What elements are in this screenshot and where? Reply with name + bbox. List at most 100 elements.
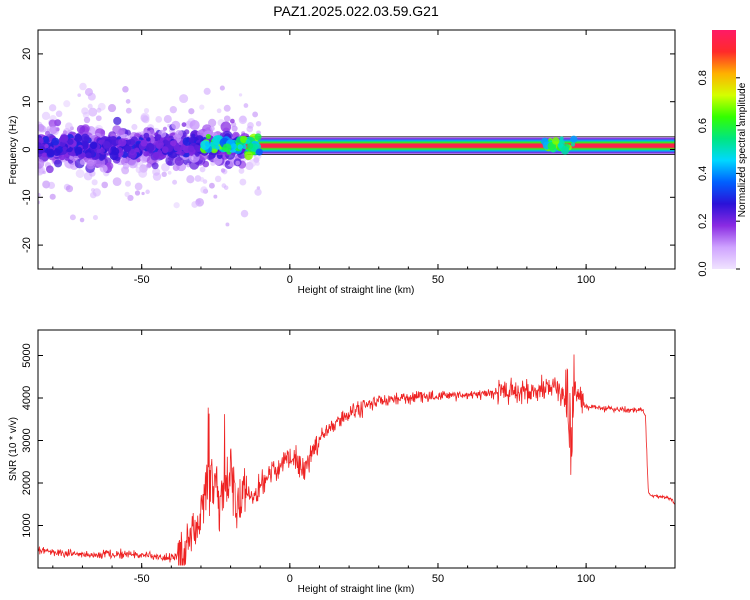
snr-plot-area	[38, 354, 675, 566]
spectral-blob	[65, 122, 73, 131]
spectral-blob	[124, 145, 132, 152]
spectral-blob	[125, 107, 132, 114]
spectral-blob	[551, 137, 560, 145]
spectral-blob	[171, 120, 181, 130]
spectral-blob	[134, 190, 141, 196]
x-tick-label: -50	[134, 573, 150, 585]
spectral-blob	[240, 135, 248, 144]
spectral-blob	[38, 158, 45, 169]
spectral-blob	[238, 168, 245, 174]
spectral-blob	[200, 140, 211, 150]
spectral-blob	[125, 98, 131, 104]
spectral-blob	[235, 160, 241, 166]
x-tick-label: 100	[577, 573, 595, 585]
spectrogram-x-axis-label: Height of straight line (km)	[298, 285, 415, 296]
spectral-blob	[55, 110, 63, 118]
colorbar-ticks: 0.0 0.2 0.4 0.6 0.8	[697, 70, 740, 277]
spectrogram-panel: -50 0 50 100 -20 -10 0 10 20 Height of straight…	[8, 29, 676, 296]
spectral-blob	[174, 156, 184, 166]
spectral-blob	[41, 152, 47, 158]
spectral-blob	[238, 115, 247, 125]
spectral-blob	[189, 159, 200, 170]
spectral-blob	[100, 129, 105, 135]
x-tick-label: 50	[432, 573, 444, 585]
spectral-blob	[38, 124, 45, 132]
spectral-blob	[189, 120, 200, 131]
spectral-blob	[557, 142, 564, 148]
spectral-blob	[102, 141, 111, 149]
x-tick-label: 100	[577, 274, 595, 286]
spectral-blob	[143, 108, 150, 114]
spectral-blob	[152, 172, 162, 181]
spectral-blob	[69, 155, 74, 160]
spectral-blob	[161, 171, 167, 178]
spectral-blob	[49, 125, 58, 135]
snr-panel: -50 0 50 100 1000 2000 3000 4000 5000 Height of…	[8, 329, 676, 595]
spectral-blob	[42, 136, 50, 144]
spectral-blob	[237, 144, 244, 150]
spectral-blob	[127, 194, 134, 202]
spectral-blob	[191, 201, 199, 208]
spectral-blob	[92, 215, 98, 221]
spectral-blob	[230, 118, 235, 124]
spectral-blob	[172, 164, 180, 172]
y-tick-label: 20	[21, 48, 33, 60]
spectral-blob	[223, 104, 231, 112]
spectral-blob	[155, 140, 164, 150]
spectral-blob	[90, 191, 97, 199]
spectral-blob	[163, 115, 172, 124]
spectral-blob	[122, 163, 130, 170]
spectral-blob	[79, 159, 86, 166]
y-tick-label: 0	[21, 146, 33, 152]
spectral-blob	[51, 137, 60, 146]
spectral-blob	[202, 160, 210, 168]
spectrogram-y-axis-label: Frequency (Hz)	[8, 116, 19, 185]
spectral-blob	[47, 181, 56, 190]
spectral-blob	[96, 107, 102, 113]
spectral-blob	[77, 93, 82, 97]
y-tick-label: 10	[21, 96, 33, 108]
spectral-blob	[167, 170, 172, 175]
colorbar-tick-label: 0.8	[697, 70, 709, 85]
spectral-blob	[180, 144, 186, 151]
spectral-blob	[124, 191, 130, 197]
spectral-blob	[161, 146, 169, 154]
colorbar-tick-label: 0.4	[697, 166, 709, 181]
spectral-blob	[69, 214, 76, 221]
y-tick-label: 3000	[21, 428, 33, 452]
spectral-blob	[221, 183, 227, 188]
spectral-blob	[62, 146, 68, 151]
spectral-blob	[173, 202, 180, 209]
spectral-blob	[125, 139, 132, 145]
spectral-blob	[49, 193, 56, 200]
y-tick-label: 1000	[21, 513, 33, 537]
spectral-blob	[215, 145, 220, 150]
y-tick-label: 4000	[21, 386, 33, 410]
spectral-blob	[155, 116, 163, 123]
spectral-blob	[208, 182, 215, 189]
spectral-blob	[74, 134, 83, 142]
spectral-blob	[79, 217, 85, 223]
spectral-blob	[54, 159, 63, 168]
spectral-blob	[225, 160, 231, 165]
spectral-blob	[145, 189, 150, 195]
spectral-blob	[63, 100, 71, 108]
y-tick-label: -10	[21, 189, 33, 205]
spectral-blob	[122, 86, 129, 93]
spectral-blob	[62, 130, 68, 135]
x-tick-label: -50	[134, 274, 150, 286]
spectral-blob	[83, 116, 91, 124]
snr-x-ticks: -50 0 50 100	[52, 330, 676, 585]
x-tick-label: 0	[287, 274, 293, 286]
spectral-blob	[197, 129, 205, 137]
spectrogram-plot-area	[38, 82, 675, 227]
spectral-blob	[41, 111, 51, 121]
y-tick-label: 2000	[21, 471, 33, 495]
spectral-blob	[239, 178, 247, 186]
spectral-blob	[112, 177, 122, 187]
spectral-blob	[75, 169, 85, 178]
spectral-blob	[140, 139, 148, 147]
spectral-blob	[134, 182, 143, 191]
spectral-blob	[99, 155, 105, 161]
